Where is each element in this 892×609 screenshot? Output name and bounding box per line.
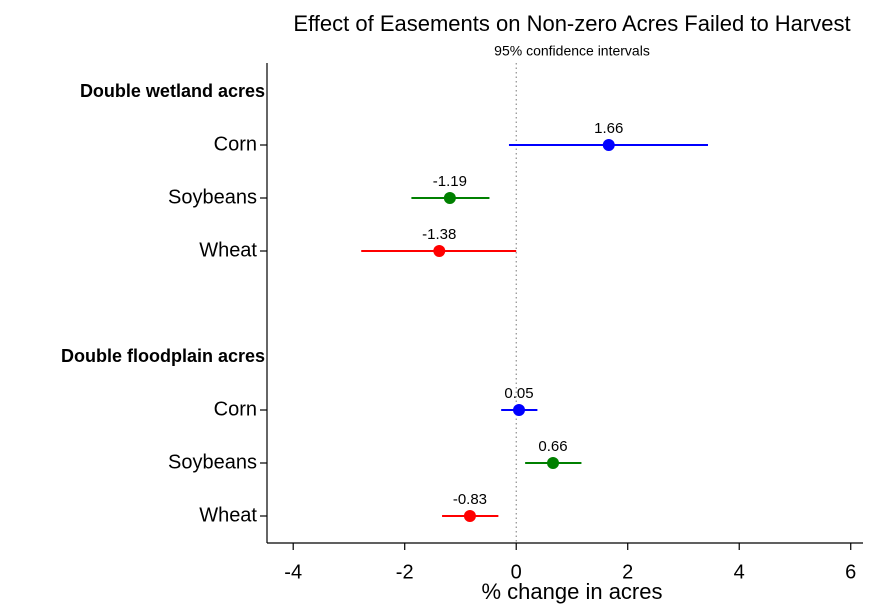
x-axis-title: % change in acres [482,579,663,604]
point-estimate [547,457,560,469]
data-label: -0.83 [453,491,487,508]
chart-subtitle: 95% confidence intervals [494,43,650,59]
chart-title: Effect of Easements on Non-zero Acres Fa… [293,11,850,36]
data-label: -1.38 [422,226,456,243]
x-tick-label: 2 [622,561,633,583]
x-tick-label: -2 [396,561,414,583]
group-label: Double wetland acres [80,81,265,101]
y-tick-label: Soybeans [168,451,257,473]
y-tick-label: Wheat [199,239,257,261]
x-tick-label: 0 [511,561,522,583]
data-label: 1.66 [594,120,623,137]
point-estimate [513,404,526,416]
x-tick-label: 4 [734,561,745,583]
point-estimate [433,245,446,257]
x-tick-label: 6 [845,561,856,583]
point-estimate [602,139,615,151]
point-estimate [463,510,476,522]
y-tick-label: Wheat [199,504,257,526]
y-tick-label: Soybeans [168,186,257,208]
group-label: Double floodplain acres [61,346,265,366]
x-tick-label: -4 [284,561,302,583]
y-tick-label: Corn [214,398,257,420]
y-tick-label: Corn [214,133,257,155]
data-label: 0.05 [504,385,533,402]
point-estimate [443,192,456,204]
data-label: 0.66 [538,438,567,455]
data-label: -1.19 [433,173,467,190]
